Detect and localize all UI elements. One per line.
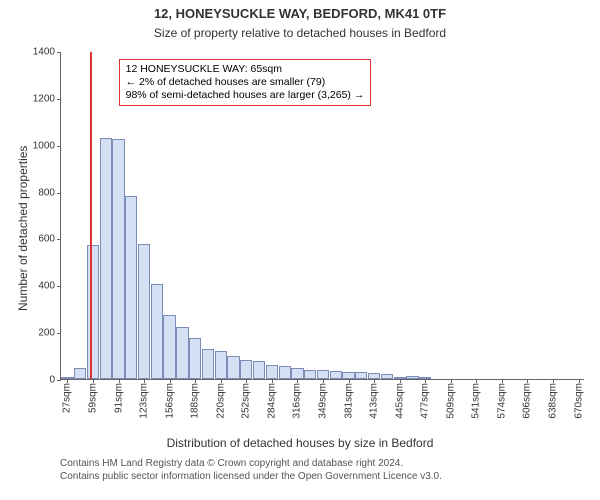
xtick-label: 220sqm [215, 379, 226, 419]
attribution-line-2: Contains public sector information licen… [60, 471, 442, 484]
annotation-line: 98% of semi-detached houses are larger (… [126, 89, 365, 102]
xtick-label: 156sqm [164, 379, 175, 419]
property-marker-line [90, 52, 92, 379]
ytick-label: 1200 [33, 93, 61, 104]
histogram-bar [100, 138, 112, 379]
histogram-bar [176, 327, 188, 379]
histogram-bar [112, 139, 124, 379]
xtick-label: 188sqm [190, 379, 201, 419]
xtick-label: 59sqm [87, 379, 98, 413]
xtick-label: 477sqm [420, 379, 431, 419]
histogram-bar [227, 356, 239, 379]
histogram-bar [87, 245, 99, 379]
xtick-label: 509sqm [445, 379, 456, 419]
xtick-label: 381sqm [343, 379, 354, 419]
histogram-bar [138, 244, 150, 379]
xtick-label: 349sqm [318, 379, 329, 419]
histogram-bar [215, 351, 227, 379]
ytick-label: 1400 [33, 47, 61, 58]
histogram-bar [279, 366, 291, 379]
ytick-label: 400 [38, 281, 61, 292]
xtick-label: 252sqm [241, 379, 252, 419]
annotation-line: ← 2% of detached houses are smaller (79) [126, 76, 365, 89]
xtick-label: 284sqm [266, 379, 277, 419]
histogram-bar [125, 196, 137, 379]
xtick-label: 606sqm [522, 379, 533, 419]
xtick-label: 638sqm [548, 379, 559, 419]
ytick-label: 800 [38, 187, 61, 198]
xtick-label: 574sqm [496, 379, 507, 419]
plot-area: 020040060080010001200140027sqm59sqm91sqm… [60, 52, 584, 380]
annotation-box: 12 HONEYSUCKLE WAY: 65sqm← 2% of detache… [119, 59, 372, 106]
histogram-bar [151, 284, 163, 379]
chart-subtitle: Size of property relative to detached ho… [0, 26, 600, 40]
xtick-label: 27sqm [62, 379, 73, 413]
ytick-label: 1000 [33, 140, 61, 151]
ytick-label: 0 [49, 375, 61, 386]
xtick-label: 316sqm [292, 379, 303, 419]
histogram-bar [381, 374, 393, 379]
histogram-bar [342, 372, 354, 379]
histogram-bar [317, 370, 329, 379]
annotation-line: 12 HONEYSUCKLE WAY: 65sqm [126, 63, 365, 76]
xtick-label: 91sqm [113, 379, 124, 413]
histogram-bar [74, 368, 86, 379]
histogram-bar [202, 349, 214, 379]
y-axis-label: Number of detached properties [16, 146, 30, 311]
histogram-bar [266, 365, 278, 379]
x-axis-label: Distribution of detached houses by size … [0, 436, 600, 450]
xtick-label: 413sqm [369, 379, 380, 419]
ytick-label: 600 [38, 234, 61, 245]
histogram-bar [291, 368, 303, 379]
attribution: Contains HM Land Registry data © Crown c… [60, 458, 442, 483]
xtick-label: 670sqm [573, 379, 584, 419]
xtick-label: 541sqm [471, 379, 482, 419]
xtick-label: 123sqm [139, 379, 150, 419]
histogram-bar [253, 361, 265, 379]
histogram-bar [304, 370, 316, 379]
attribution-line-1: Contains HM Land Registry data © Crown c… [60, 458, 442, 471]
histogram-bar [240, 360, 252, 379]
ytick-label: 200 [38, 328, 61, 339]
histogram-bar [330, 371, 342, 379]
histogram-bar [406, 376, 418, 379]
histogram-bar [355, 372, 367, 379]
histogram-bar [163, 315, 175, 379]
xtick-label: 445sqm [394, 379, 405, 419]
histogram-bar [189, 338, 201, 379]
chart-title: 12, HONEYSUCKLE WAY, BEDFORD, MK41 0TF [0, 6, 600, 21]
